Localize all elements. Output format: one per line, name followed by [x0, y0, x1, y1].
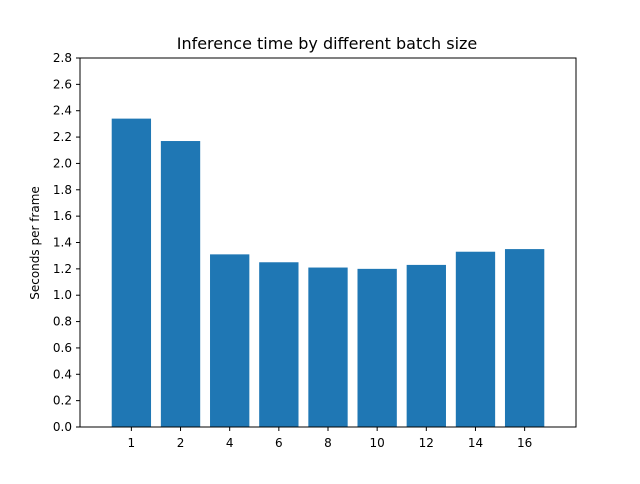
bar-12 — [407, 265, 446, 427]
y-tick-label: 2.4 — [53, 104, 72, 118]
y-tick-label: 1.8 — [53, 183, 72, 197]
y-axis-label: Seconds per frame — [28, 186, 42, 300]
y-tick-label: 0.6 — [53, 341, 72, 355]
y-tick-label: 1.6 — [53, 209, 72, 223]
x-tick-label: 12 — [419, 436, 434, 450]
bar-1 — [112, 119, 151, 427]
x-tick-label: 2 — [177, 436, 185, 450]
chart-title: Inference time by different batch size — [177, 34, 478, 53]
x-tick-label: 10 — [370, 436, 385, 450]
y-tick-label: 1.4 — [53, 236, 72, 250]
x-tick-label: 6 — [275, 436, 283, 450]
y-tick-label: 0.4 — [53, 367, 72, 381]
y-tick-label: 2.0 — [53, 156, 72, 170]
x-tick-label: 14 — [468, 436, 483, 450]
x-tick-label: 8 — [324, 436, 332, 450]
x-tick-label: 4 — [226, 436, 234, 450]
y-tick-label: 1.2 — [53, 262, 72, 276]
y-tick-label: 1.0 — [53, 288, 72, 302]
x-tick-label: 16 — [517, 436, 532, 450]
bar-10 — [357, 269, 396, 427]
bar-6 — [259, 262, 298, 427]
y-tick-label: 0.8 — [53, 315, 72, 329]
y-tick-label: 2.8 — [53, 51, 72, 65]
bar-16 — [505, 249, 544, 427]
y-tick-label: 0.0 — [53, 420, 72, 434]
y-tick-label: 2.2 — [53, 130, 72, 144]
y-tick-label: 0.2 — [53, 394, 72, 408]
y-tick-label: 2.6 — [53, 77, 72, 91]
bar-14 — [456, 252, 495, 427]
x-tick-label: 1 — [128, 436, 136, 450]
bar-8 — [308, 268, 347, 427]
bar-2 — [161, 141, 200, 427]
bar-4 — [210, 254, 249, 427]
